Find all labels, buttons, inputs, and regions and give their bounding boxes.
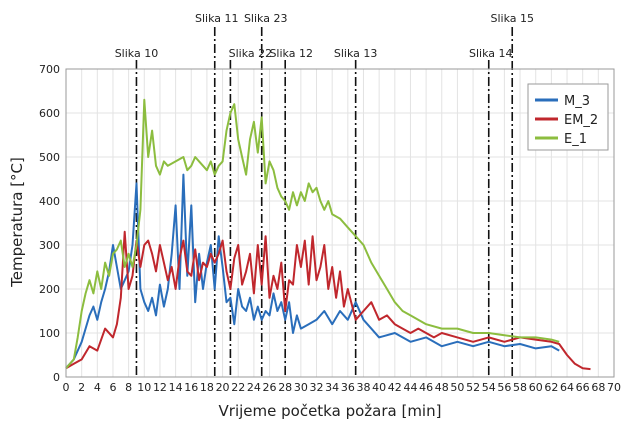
x-tick-label: 60 xyxy=(529,381,543,394)
x-tick-label: 6 xyxy=(109,381,116,394)
x-tick-label: 24 xyxy=(247,381,261,394)
y-tick-labels: 0 100 200 300 400 500 600 700 xyxy=(39,63,60,384)
x-tick-label: 14 xyxy=(169,381,183,394)
annotation-label: Slika 10 xyxy=(115,47,159,60)
x-tick-label: 70 xyxy=(607,381,621,394)
x-tick-label: 50 xyxy=(450,381,464,394)
y-tick-label: 700 xyxy=(39,63,60,76)
y-tick-label: 300 xyxy=(39,239,60,252)
axes xyxy=(65,68,615,378)
x-tick-label: 0 xyxy=(63,381,70,394)
annotation-label: Slika 15 xyxy=(490,12,534,25)
x-tick-label: 38 xyxy=(356,381,370,394)
x-tick-label: 32 xyxy=(310,381,324,394)
x-tick-label: 28 xyxy=(278,381,292,394)
grid xyxy=(65,68,615,378)
y-tick-label: 500 xyxy=(39,151,60,164)
x-tick-label: 12 xyxy=(153,381,167,394)
x-tick-label: 18 xyxy=(200,381,214,394)
x-tick-label: 42 xyxy=(388,381,402,394)
plot-frame xyxy=(65,68,615,378)
y-tick-label: 100 xyxy=(39,327,60,340)
x-tick-label: 30 xyxy=(294,381,308,394)
annotation-label: Slika 13 xyxy=(334,47,378,60)
annotation-label: Slika 14 xyxy=(469,47,513,60)
annotation-label: Slika 23 xyxy=(244,12,288,25)
x-tick-label: 10 xyxy=(137,381,151,394)
x-tick-label: 52 xyxy=(466,381,480,394)
y-tick-label: 600 xyxy=(39,107,60,120)
x-tick-label: 22 xyxy=(231,381,245,394)
y-axis-label: Temperatura [°C] xyxy=(8,157,26,288)
annotation-label: Slika 22 xyxy=(229,47,273,60)
series-line-em-2 xyxy=(65,230,591,371)
x-tick-label: 68 xyxy=(591,381,605,394)
x-tick-labels: 0 2 4 6 8 10 12 14 16 18 20 22 24 26 28 30 32 34 36 38 40 42 4… xyxy=(63,381,622,394)
series-lines xyxy=(65,98,591,371)
legend-entry: E_1 xyxy=(564,132,587,147)
x-tick-label: 66 xyxy=(576,381,590,394)
x-tick-label: 16 xyxy=(184,381,198,394)
x-tick-label: 4 xyxy=(94,381,101,394)
x-tick-label: 54 xyxy=(482,381,496,394)
x-tick-label: 62 xyxy=(544,381,558,394)
y-tick-label: 0 xyxy=(53,371,60,384)
x-tick-label: 58 xyxy=(513,381,527,394)
legend-entry: EM_2 xyxy=(564,113,598,128)
annotation-label: Slika 12 xyxy=(269,47,313,60)
x-tick-label: 46 xyxy=(419,381,433,394)
series-line-e-1 xyxy=(65,98,560,369)
plot-area xyxy=(66,69,614,377)
x-tick-label: 40 xyxy=(372,381,386,394)
y-tick-label: 200 xyxy=(39,283,60,296)
x-tick-label: 8 xyxy=(125,381,132,394)
x-tick-label: 64 xyxy=(560,381,574,394)
x-tick-label: 44 xyxy=(403,381,417,394)
x-tick-label: 56 xyxy=(497,381,511,394)
series-line-m-3 xyxy=(65,173,560,369)
x-tick-label: 36 xyxy=(341,381,355,394)
y-tick-label: 400 xyxy=(39,195,60,208)
x-tick-label: 26 xyxy=(263,381,277,394)
x-axis-label: Vrijeme početka požara [min] xyxy=(219,402,442,420)
x-tick-label: 48 xyxy=(435,381,449,394)
legend-entry: M_3 xyxy=(564,94,590,109)
legend: M_3 EM_2 E_1 xyxy=(527,83,609,151)
annotation-label: Slika 11 xyxy=(195,12,239,25)
annotation-labels: Slika 10 Slika 11 Slika 22 Slika 23 Slika 12… xyxy=(115,12,534,60)
x-tick-label: 2 xyxy=(78,381,85,394)
x-tick-label: 20 xyxy=(216,381,230,394)
x-tick-label: 34 xyxy=(325,381,339,394)
annotation-lines xyxy=(135,27,514,377)
